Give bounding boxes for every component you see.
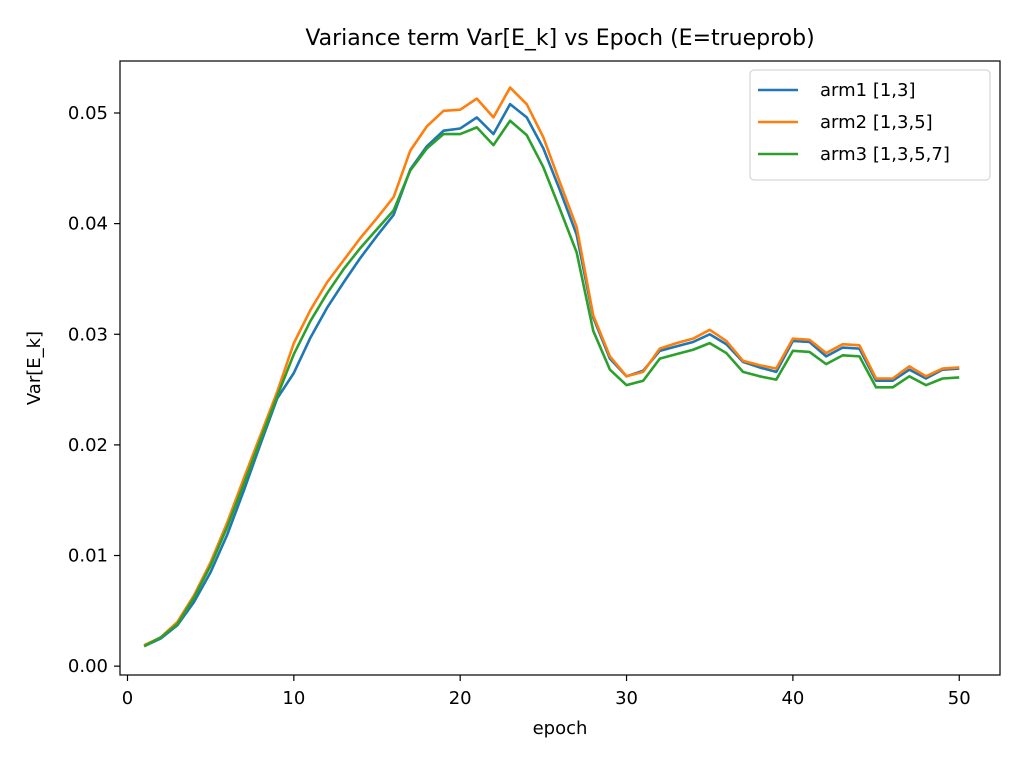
legend: arm1 [1,3] arm2 [1,3,5] arm3 [1,3,5,7] xyxy=(749,69,991,181)
legend-label: arm3 [1,3,5,7] xyxy=(820,144,950,165)
x-tick-label: 20 xyxy=(449,688,472,709)
y-tick-label: 0.00 xyxy=(68,656,108,677)
axes-frame xyxy=(119,60,1001,676)
x-tick-label: 40 xyxy=(781,688,804,709)
legend-label: arm2 [1,3,5] xyxy=(820,112,933,133)
y-axis-label: Var[E_k] xyxy=(24,331,45,405)
y-tick-label: 0.04 xyxy=(68,214,108,235)
y-tick-label: 0.02 xyxy=(68,435,108,456)
y-tick-label: 0.01 xyxy=(68,546,108,567)
x-tick-label: 10 xyxy=(282,688,305,709)
series-line-arm2 xyxy=(143,86,960,647)
x-tick-label: 30 xyxy=(615,688,638,709)
axis-ticks: 0 10 20 30 40 50 0.00 0.01 0.02 0.03 0.04 0.05 xyxy=(68,103,971,709)
chart-title: Variance term Var[E_k] vs Epoch (E=truep… xyxy=(305,26,814,51)
series-line-arm1 xyxy=(143,102,960,648)
y-tick-label: 0.03 xyxy=(68,324,108,345)
x-axis-label: epoch xyxy=(533,718,588,739)
y-tick-label: 0.05 xyxy=(68,103,108,124)
legend-box xyxy=(749,69,991,181)
x-tick-label: 50 xyxy=(948,688,971,709)
series-line-arm3 xyxy=(143,119,960,648)
legend-label: arm1 [1,3] xyxy=(820,80,916,101)
x-tick-label: 0 xyxy=(122,688,133,709)
series-lines xyxy=(143,86,960,648)
